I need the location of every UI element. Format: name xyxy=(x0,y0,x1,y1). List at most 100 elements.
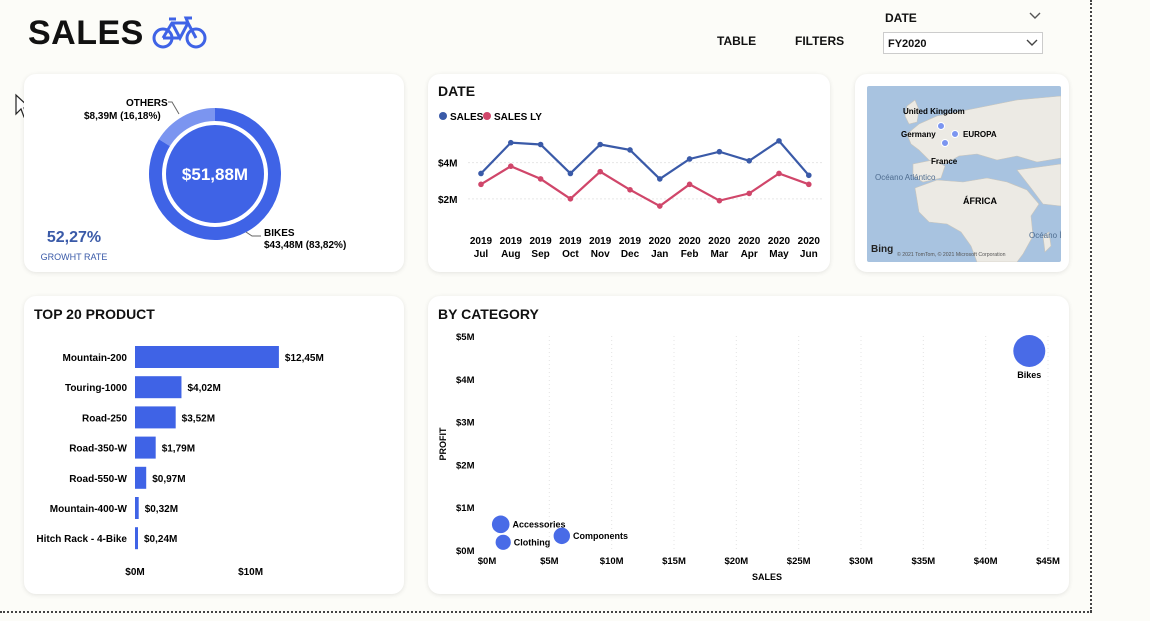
map-point-france[interactable] xyxy=(941,139,949,147)
scatter-xtick-label: $0M xyxy=(478,556,497,567)
bar-category-label: Road-350-W xyxy=(69,444,127,455)
line-xtick-month: May xyxy=(769,249,789,260)
bar-data-label: $3,52M xyxy=(182,413,215,424)
line-point[interactable] xyxy=(567,196,574,202)
line-point[interactable] xyxy=(686,156,693,162)
scatter-ytick-label: $2M xyxy=(456,460,475,471)
bar-category-label: Mountain-200 xyxy=(63,353,128,364)
scatter-xtick-label: $15M xyxy=(662,556,686,567)
line-xtick-month: Jun xyxy=(800,249,818,260)
chevron-down-icon[interactable] xyxy=(1029,11,1041,21)
bar-category-label: Road-250 xyxy=(82,413,127,424)
line-point[interactable] xyxy=(478,170,484,177)
scatter-xtick-label: $20M xyxy=(724,556,748,567)
donut-center xyxy=(162,121,268,227)
bar-data-label: $0,24M xyxy=(144,534,177,545)
bar[interactable] xyxy=(135,497,139,519)
bar-category-label: Hitch Rack - 4-Bike xyxy=(36,534,127,545)
others-label: OTHERS xyxy=(126,98,168,109)
line-point[interactable] xyxy=(746,157,752,164)
line-point[interactable] xyxy=(508,163,514,170)
line-xtick-year: 2019 xyxy=(529,236,552,247)
line-xtick-month: Aug xyxy=(501,249,520,260)
donut-slice-others[interactable] xyxy=(158,108,215,149)
bar[interactable] xyxy=(135,466,147,489)
map-point-germany[interactable] xyxy=(951,130,959,138)
date-line-card: DATE SALES SALES LY $2M $4M 2019 Jul 2019 Aug… xyxy=(428,74,830,272)
line-point[interactable] xyxy=(657,176,663,182)
line-xtick-year: 2020 xyxy=(708,236,731,247)
bing-logo: Bing xyxy=(871,244,893,255)
line-point[interactable] xyxy=(657,203,663,209)
line-point[interactable] xyxy=(597,168,603,175)
scatter-point-label: Components xyxy=(573,531,628,541)
line-point[interactable] xyxy=(567,170,574,177)
line-xtick-year: 2019 xyxy=(559,236,582,247)
line-point[interactable] xyxy=(716,197,723,204)
line-point[interactable] xyxy=(716,148,723,155)
donut-chart: $51,88M OTHERS $8,39M (16,18%) BIKES $43… xyxy=(41,98,347,262)
filters-button[interactable]: FILTERS xyxy=(795,34,845,48)
bar[interactable] xyxy=(135,376,182,399)
bar-data-label: $12,45M xyxy=(285,353,324,364)
map-canvas: United Kingdom Germany EUROPA France Océ… xyxy=(867,86,1061,262)
scatter-point-components[interactable] xyxy=(553,527,570,545)
scatter-point-bikes[interactable] xyxy=(1013,334,1046,367)
line-point[interactable] xyxy=(776,138,782,144)
line-xtick-month: Jul xyxy=(474,249,489,260)
line-point[interactable] xyxy=(686,181,693,188)
bikes-value: $43,48M (83,82%) xyxy=(264,240,346,251)
line-point[interactable] xyxy=(806,172,812,179)
line-point[interactable] xyxy=(508,139,514,146)
category-card: BY CATEGORY PROFIT SALES $0M $5M $10M $15M $… xyxy=(428,296,1069,594)
map-view[interactable]: United Kingdom Germany EUROPA France Océ… xyxy=(867,86,1061,262)
line-point[interactable] xyxy=(537,141,544,148)
scatter-ytick-label: $3M xyxy=(456,418,475,429)
scatter-point-clothing[interactable] xyxy=(495,534,511,550)
scatter-xlabel: SALES xyxy=(752,572,782,582)
scatter-ytick-label: $1M xyxy=(456,503,475,514)
legend-sales-ly-marker xyxy=(483,112,491,120)
bikes-label: BIKES xyxy=(264,228,295,239)
bar[interactable] xyxy=(135,406,176,429)
line-xtick-month: Sep xyxy=(531,249,549,260)
line-point[interactable] xyxy=(806,181,812,188)
scatter-xtick-label: $5M xyxy=(540,556,559,567)
line-xtick-year: 2020 xyxy=(649,236,672,247)
bar-data-label: $0,97M xyxy=(152,474,185,485)
bar[interactable] xyxy=(135,436,156,459)
line-point[interactable] xyxy=(627,186,633,193)
scatter-ylabel: PROFIT xyxy=(438,427,448,461)
bar-data-label: $0,32M xyxy=(145,504,178,515)
select-chevron-icon[interactable] xyxy=(1026,38,1038,48)
growth-rate-value: 52,27% xyxy=(47,229,101,246)
map-label-germany: Germany xyxy=(901,130,936,139)
line-xtick-month: Jan xyxy=(651,249,668,260)
scatter-xtick-label: $25M xyxy=(787,556,811,567)
page-border-right xyxy=(1090,0,1092,612)
map-label-france: France xyxy=(931,157,958,166)
line-point[interactable] xyxy=(776,170,782,177)
line-xtick-month: Oct xyxy=(562,249,579,260)
bar[interactable] xyxy=(135,346,279,368)
line-point[interactable] xyxy=(746,190,752,197)
map-label-uk: United Kingdom xyxy=(903,107,965,116)
bar[interactable] xyxy=(135,527,138,550)
top-product-card: TOP 20 PRODUCT Mountain-200 $12,45M Tourin… xyxy=(24,296,404,594)
line-xtick-year: 2020 xyxy=(678,236,701,247)
line-point[interactable] xyxy=(597,141,603,148)
map-label-atlantic: Océano Atlántico xyxy=(875,173,936,182)
bar-category-label: Touring-1000 xyxy=(65,383,127,394)
line-point[interactable] xyxy=(627,147,633,153)
line-series-sales-ly[interactable] xyxy=(480,164,810,208)
map-point-uk[interactable] xyxy=(937,122,945,130)
scatter-point-accessories[interactable] xyxy=(491,515,510,534)
line-xtick-year: 2020 xyxy=(768,236,791,247)
line-point[interactable] xyxy=(537,176,544,182)
line-xtick-month: Feb xyxy=(681,249,699,260)
line-series-sales[interactable] xyxy=(480,139,810,181)
table-button[interactable]: TABLE xyxy=(717,34,757,48)
map-label-africa: ÁFRICA xyxy=(963,196,997,206)
date-filter-select[interactable]: FY2020 xyxy=(883,32,1043,54)
line-point[interactable] xyxy=(478,181,484,188)
